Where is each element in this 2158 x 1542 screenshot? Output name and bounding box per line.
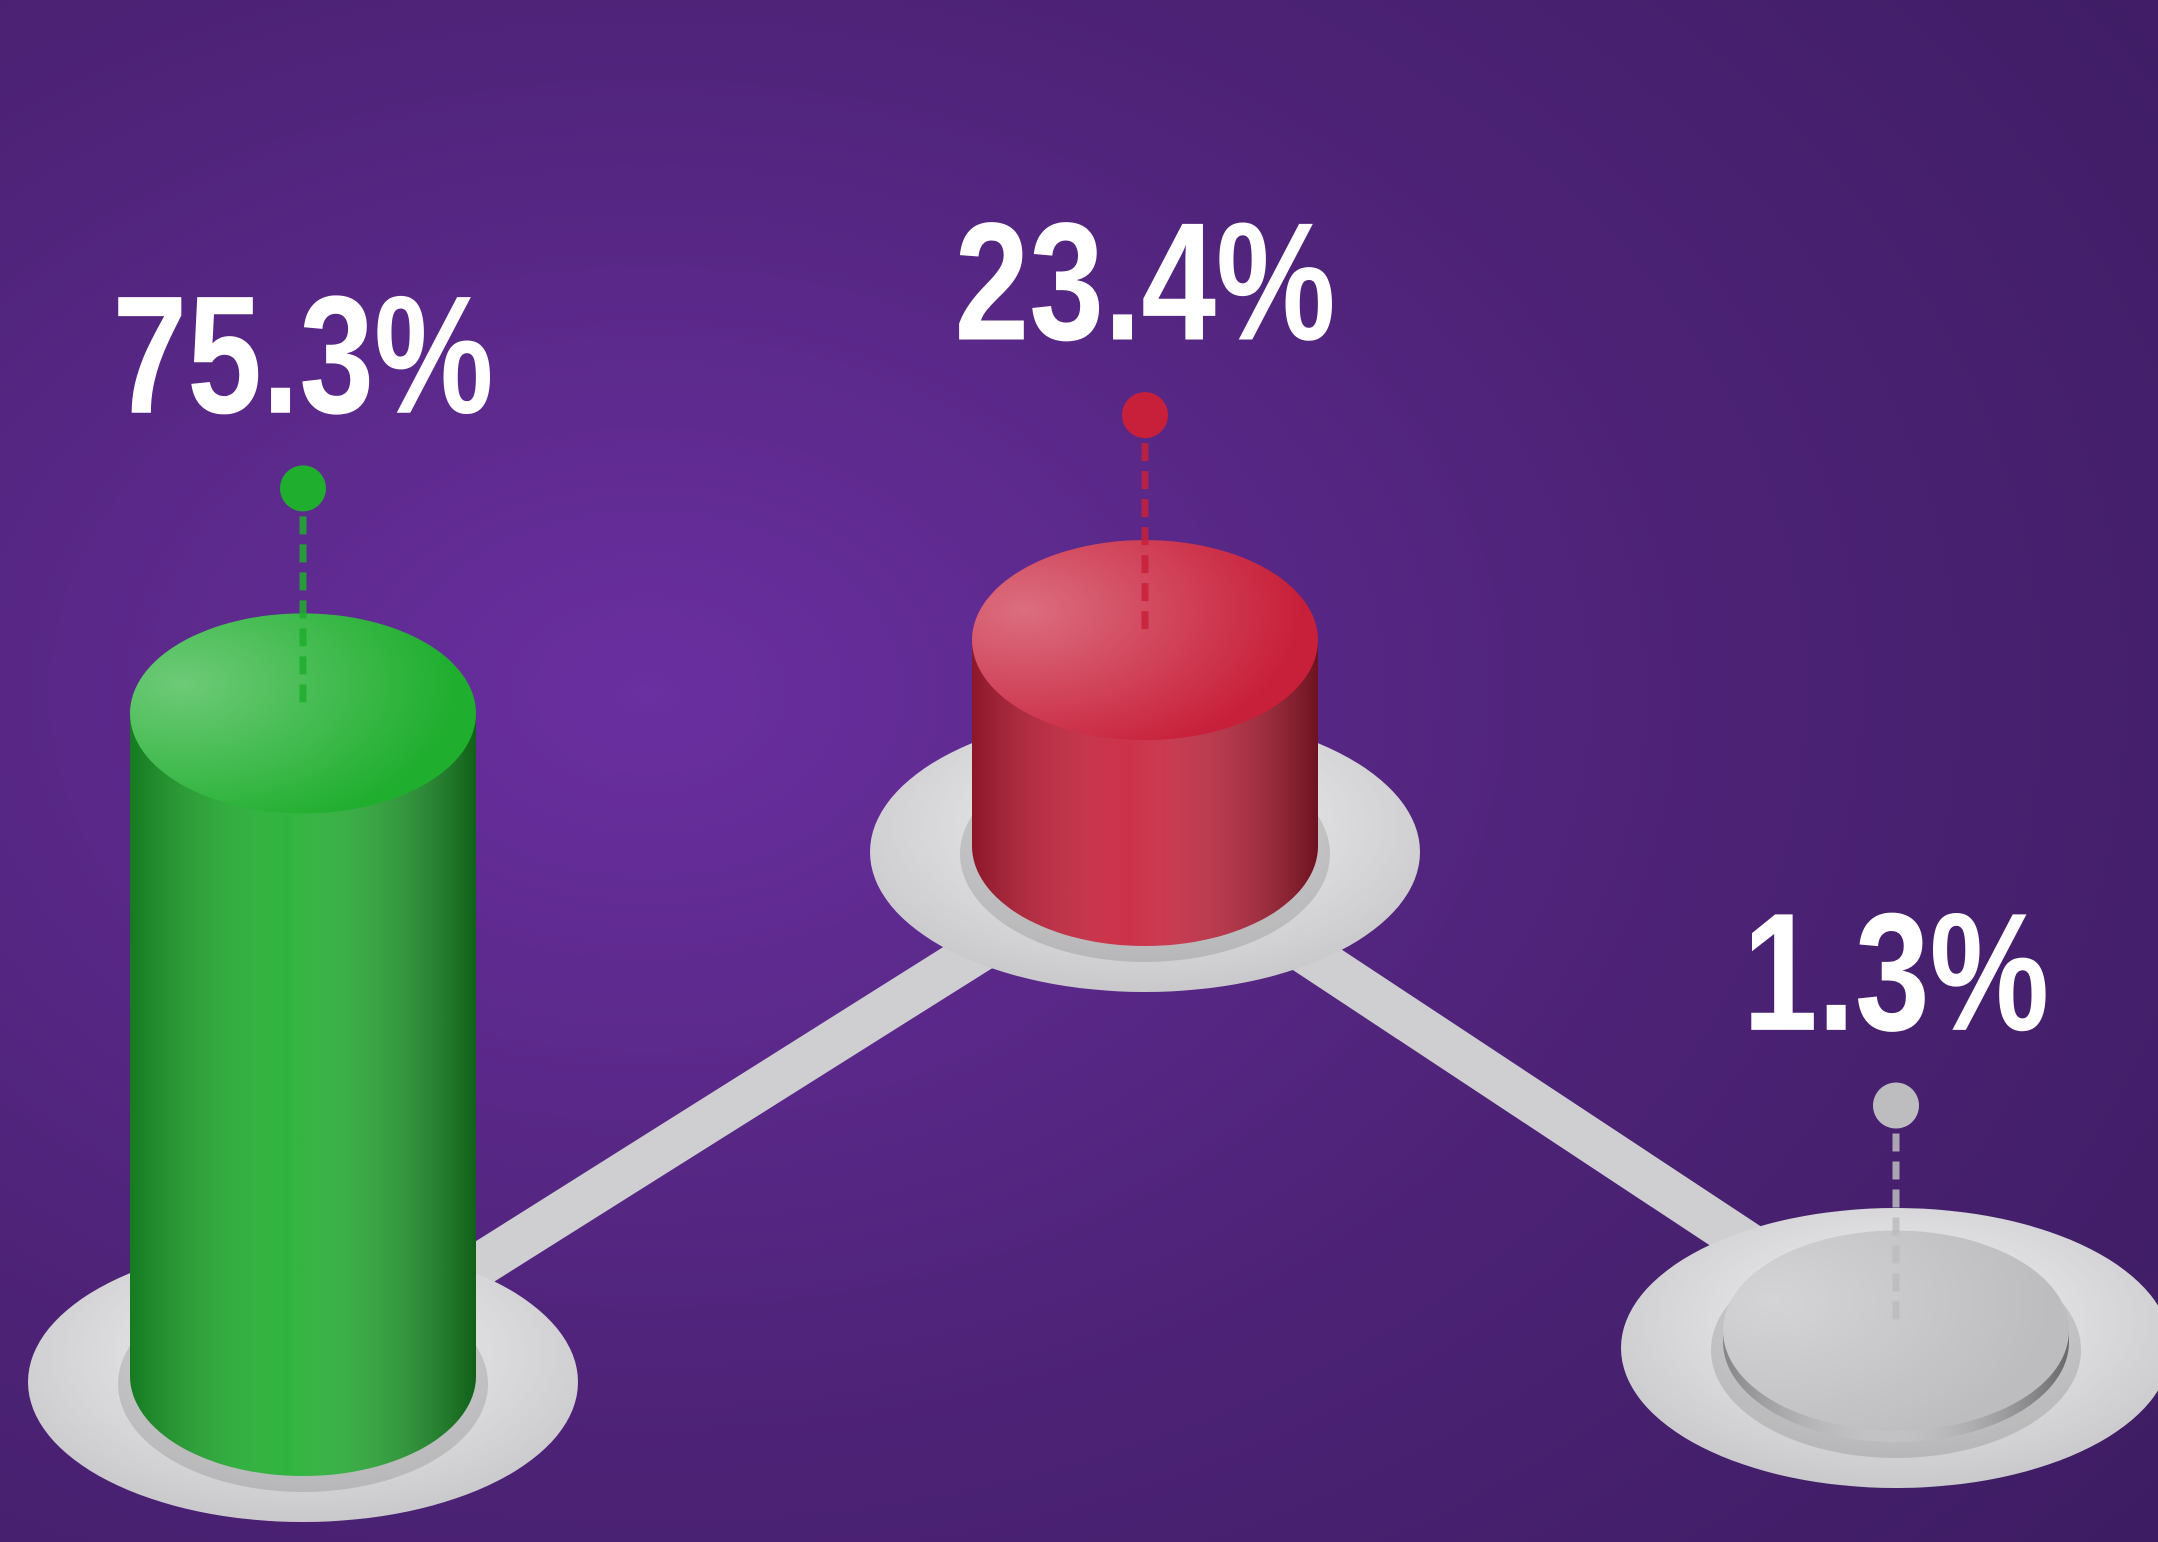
value-label: 1.3% <box>1743 879 2049 1067</box>
chart: 75.3% 23.4% 1.3% <box>0 0 2158 1542</box>
cylinder-shade <box>130 713 476 1476</box>
value-label: 23.4% <box>954 188 1335 376</box>
leader-dot <box>1873 1083 1919 1129</box>
value-label: 75.3% <box>112 261 493 449</box>
leader-dot <box>1122 392 1168 438</box>
page: 75.3%23.4%1.3% (() => { const data = JSO… <box>0 0 2158 1542</box>
leader-dot <box>280 465 326 511</box>
